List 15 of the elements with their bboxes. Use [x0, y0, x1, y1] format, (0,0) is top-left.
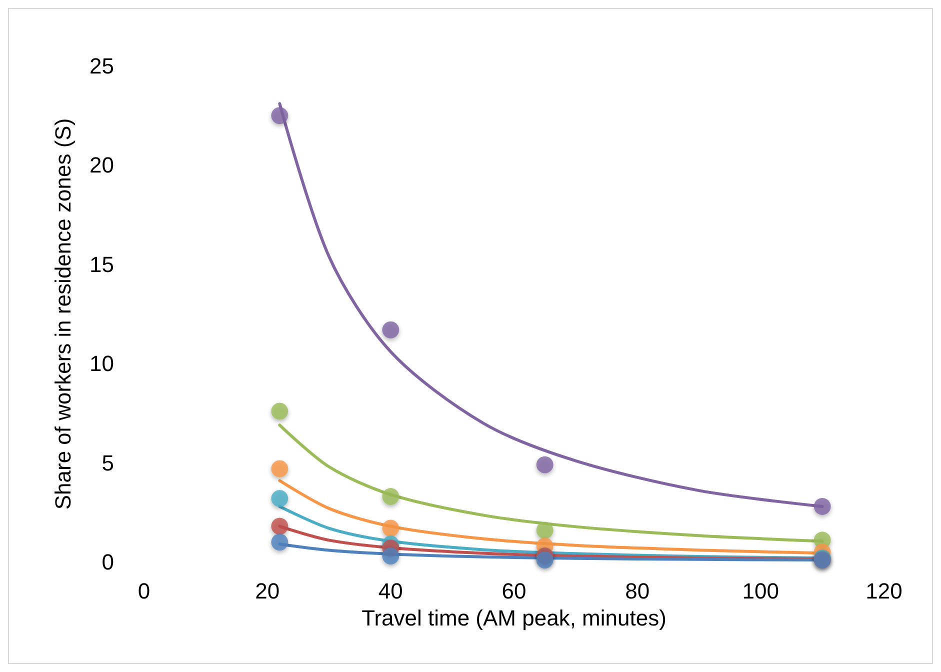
x-tick-label: 120	[866, 578, 902, 604]
x-tick-label: 0	[138, 578, 150, 604]
y-tick-label: 10	[90, 351, 114, 376]
x-tick-label: 40	[378, 578, 403, 604]
y-tick-label: 25	[90, 54, 114, 78]
y-tick-label: 5	[102, 450, 114, 476]
y-tick-label: 0	[102, 550, 114, 574]
x-tick-label: 100	[742, 578, 780, 604]
x-tick-label: 20	[255, 578, 280, 604]
x-tick-label: 80	[625, 578, 650, 604]
y-tick-label: 20	[90, 152, 114, 178]
x-tick-label: 60	[502, 578, 526, 604]
y-axis-title: Share of workers in residence zones (S)	[50, 118, 76, 510]
y-tick-label: 15	[90, 252, 114, 277]
x-axis-title: Travel time (AM peak, minutes)	[362, 605, 666, 630]
